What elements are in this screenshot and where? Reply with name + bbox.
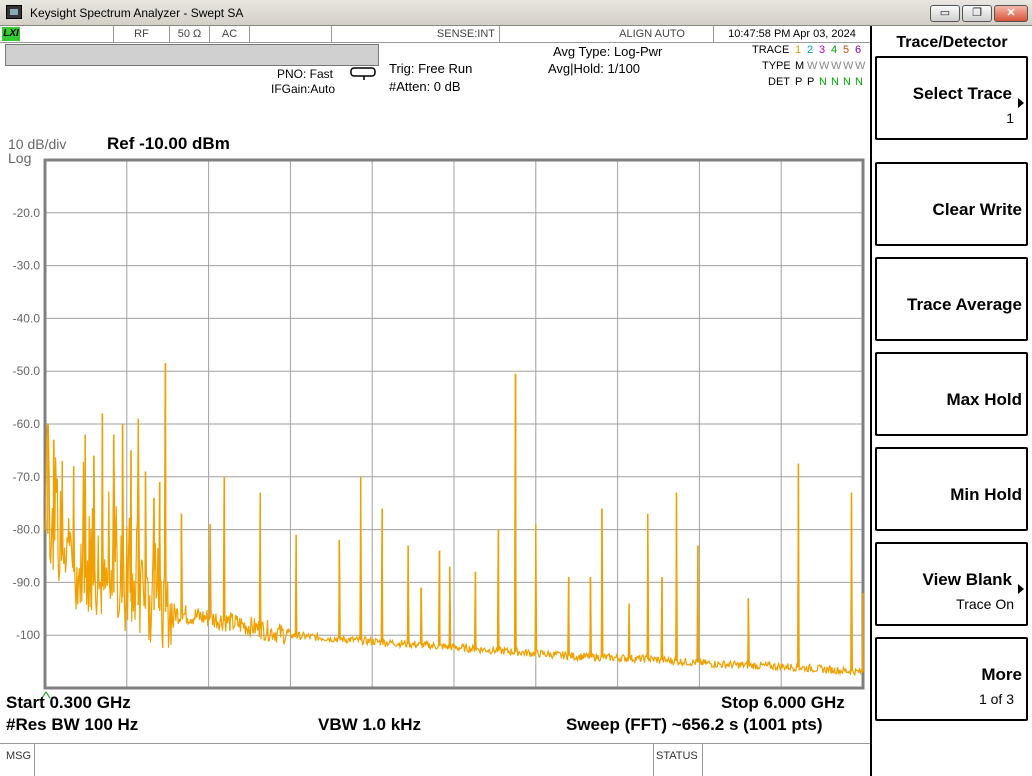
trace-det-1: P — [795, 76, 803, 88]
softkey-max-hold[interactable]: Max Hold — [875, 352, 1028, 436]
window-title: Keysight Spectrum Analyzer - Swept SA — [30, 6, 244, 20]
submenu-arrow-icon — [1018, 98, 1024, 108]
minimize-button[interactable]: ▭ — [930, 5, 960, 22]
lxi-icon: LXI — [2, 27, 20, 41]
scale-per-div: 10 dB/div — [8, 136, 67, 152]
softkey-view-blank[interactable]: View Blank Trace On — [875, 542, 1028, 626]
softkey-label: Min Hold — [950, 485, 1022, 504]
softkey-more[interactable]: More 1 of 3 — [875, 637, 1028, 721]
pno-indicator-icon — [350, 67, 376, 80]
entry-bar — [5, 44, 379, 66]
start-marker-icon — [41, 690, 51, 699]
trace-type-5: W — [843, 60, 854, 72]
y-tick-label: -20.0 — [13, 206, 41, 220]
softkey-label: Select Trace — [912, 84, 1012, 103]
softkey-label: Max Hold — [946, 390, 1022, 409]
trace-type-6: W — [855, 60, 866, 72]
trace-type-3: W — [819, 60, 830, 72]
softkey-label: Clear Write — [932, 200, 1022, 219]
trace-number-3: 3 — [819, 44, 826, 56]
softkey-min-hold[interactable]: Min Hold — [875, 447, 1028, 531]
plot-frame — [43, 158, 865, 690]
y-tick-label: -90.0 — [13, 575, 41, 589]
y-tick-label: -70.0 — [13, 470, 41, 484]
softkey-panel: Trace/Detector Select Trace 1 Clear Write T… — [870, 26, 1032, 776]
y-tick-label: -80.0 — [13, 523, 41, 537]
sweep-time: Sweep (FFT) ~656.2 s (1001 pts) — [566, 715, 823, 734]
trace-type-2: W — [807, 60, 818, 72]
softkey-trace-average[interactable]: Trace Average — [875, 257, 1028, 341]
stop-freq: Stop 6.000 GHz — [721, 693, 845, 712]
align-label: ALIGN AUTO — [500, 26, 714, 43]
spectrum-plot[interactable]: -20.0 -30.0 -40.0 -50.0 -60.0 -70.0 -80.0 -90.0… — [0, 26, 870, 706]
trace-number-1: 1 — [795, 44, 802, 56]
trace-type-1: M — [795, 60, 805, 72]
message-bar: MSG STATUS — [0, 743, 870, 776]
avg-hold-label: Avg|Hold: 1/100 — [548, 61, 641, 76]
atten-label: #Atten: 0 dB — [389, 79, 461, 94]
impedance-label: 50 Ω — [170, 26, 210, 43]
msg-label: MSG — [6, 750, 32, 762]
y-tick-label: -50.0 — [13, 364, 41, 378]
trace-det-4: N — [831, 76, 839, 88]
trace-det-3: N — [819, 76, 827, 88]
trace-number-6: 6 — [855, 44, 862, 56]
softkey-clear-write[interactable]: Clear Write — [875, 162, 1028, 246]
trace-det-6: N — [855, 76, 863, 88]
coupling-label: AC — [210, 26, 250, 43]
ref-level: Ref -10.00 dBm — [107, 134, 230, 153]
sense-label: SENSE:INT — [332, 26, 500, 43]
softkey-select-trace[interactable]: Select Trace 1 — [875, 56, 1028, 140]
y-tick-label: -60.0 — [13, 417, 41, 431]
trace-det-2: P — [807, 76, 815, 88]
y-tick-label: -30.0 — [13, 259, 41, 273]
title-bar: Keysight Spectrum Analyzer - Swept SA ▭ … — [0, 0, 1032, 26]
status-label: STATUS — [656, 750, 698, 762]
avg-type-label: Avg Type: Log-Pwr — [553, 44, 663, 59]
close-button[interactable]: ✕ — [994, 5, 1028, 22]
trig-label: Trig: Free Run — [389, 61, 473, 76]
app-icon — [6, 5, 22, 19]
panel-title: Trace/Detector — [896, 34, 1008, 51]
trace-type-4: W — [831, 60, 842, 72]
res-bw: #Res BW 100 Hz — [6, 715, 139, 734]
ifgain-label: IFGain:Auto — [271, 82, 336, 96]
softkey-sublabel: Trace On — [956, 596, 1014, 612]
rf-label: RF — [114, 26, 170, 43]
trace-number-2: 2 — [807, 44, 814, 56]
trace-number-4: 4 — [831, 44, 838, 56]
vbw: VBW 1.0 kHz — [318, 715, 421, 734]
maximize-button[interactable]: ❐ — [962, 5, 992, 22]
y-tick-label: -40.0 — [13, 311, 41, 325]
submenu-arrow-icon — [1018, 584, 1024, 594]
softkey-sublabel: 1 of 3 — [978, 691, 1014, 707]
scale-type: Log — [8, 150, 32, 166]
softkey-sublabel: 1 — [1006, 110, 1014, 126]
datetime-label: 10:47:58 PM Apr 03, 2024 — [728, 28, 856, 40]
trace-number-5: 5 — [843, 44, 850, 56]
pno-label: PNO: Fast — [277, 67, 334, 81]
softkey-label: View Blank — [922, 570, 1012, 589]
status-row: LXI RF 50 Ω AC SENSE:INT ALIGN AUTO 10:4… — [0, 26, 870, 43]
y-tick-label: -100 — [16, 628, 40, 642]
start-freq: Start 0.300 GHz — [6, 693, 131, 712]
analyzer-screen: LXI RF 50 Ω AC SENSE:INT ALIGN AUTO 10:4… — [0, 26, 870, 776]
softkey-label: More — [981, 665, 1022, 684]
trace-det-5: N — [843, 76, 851, 88]
softkey-label: Trace Average — [907, 295, 1022, 314]
